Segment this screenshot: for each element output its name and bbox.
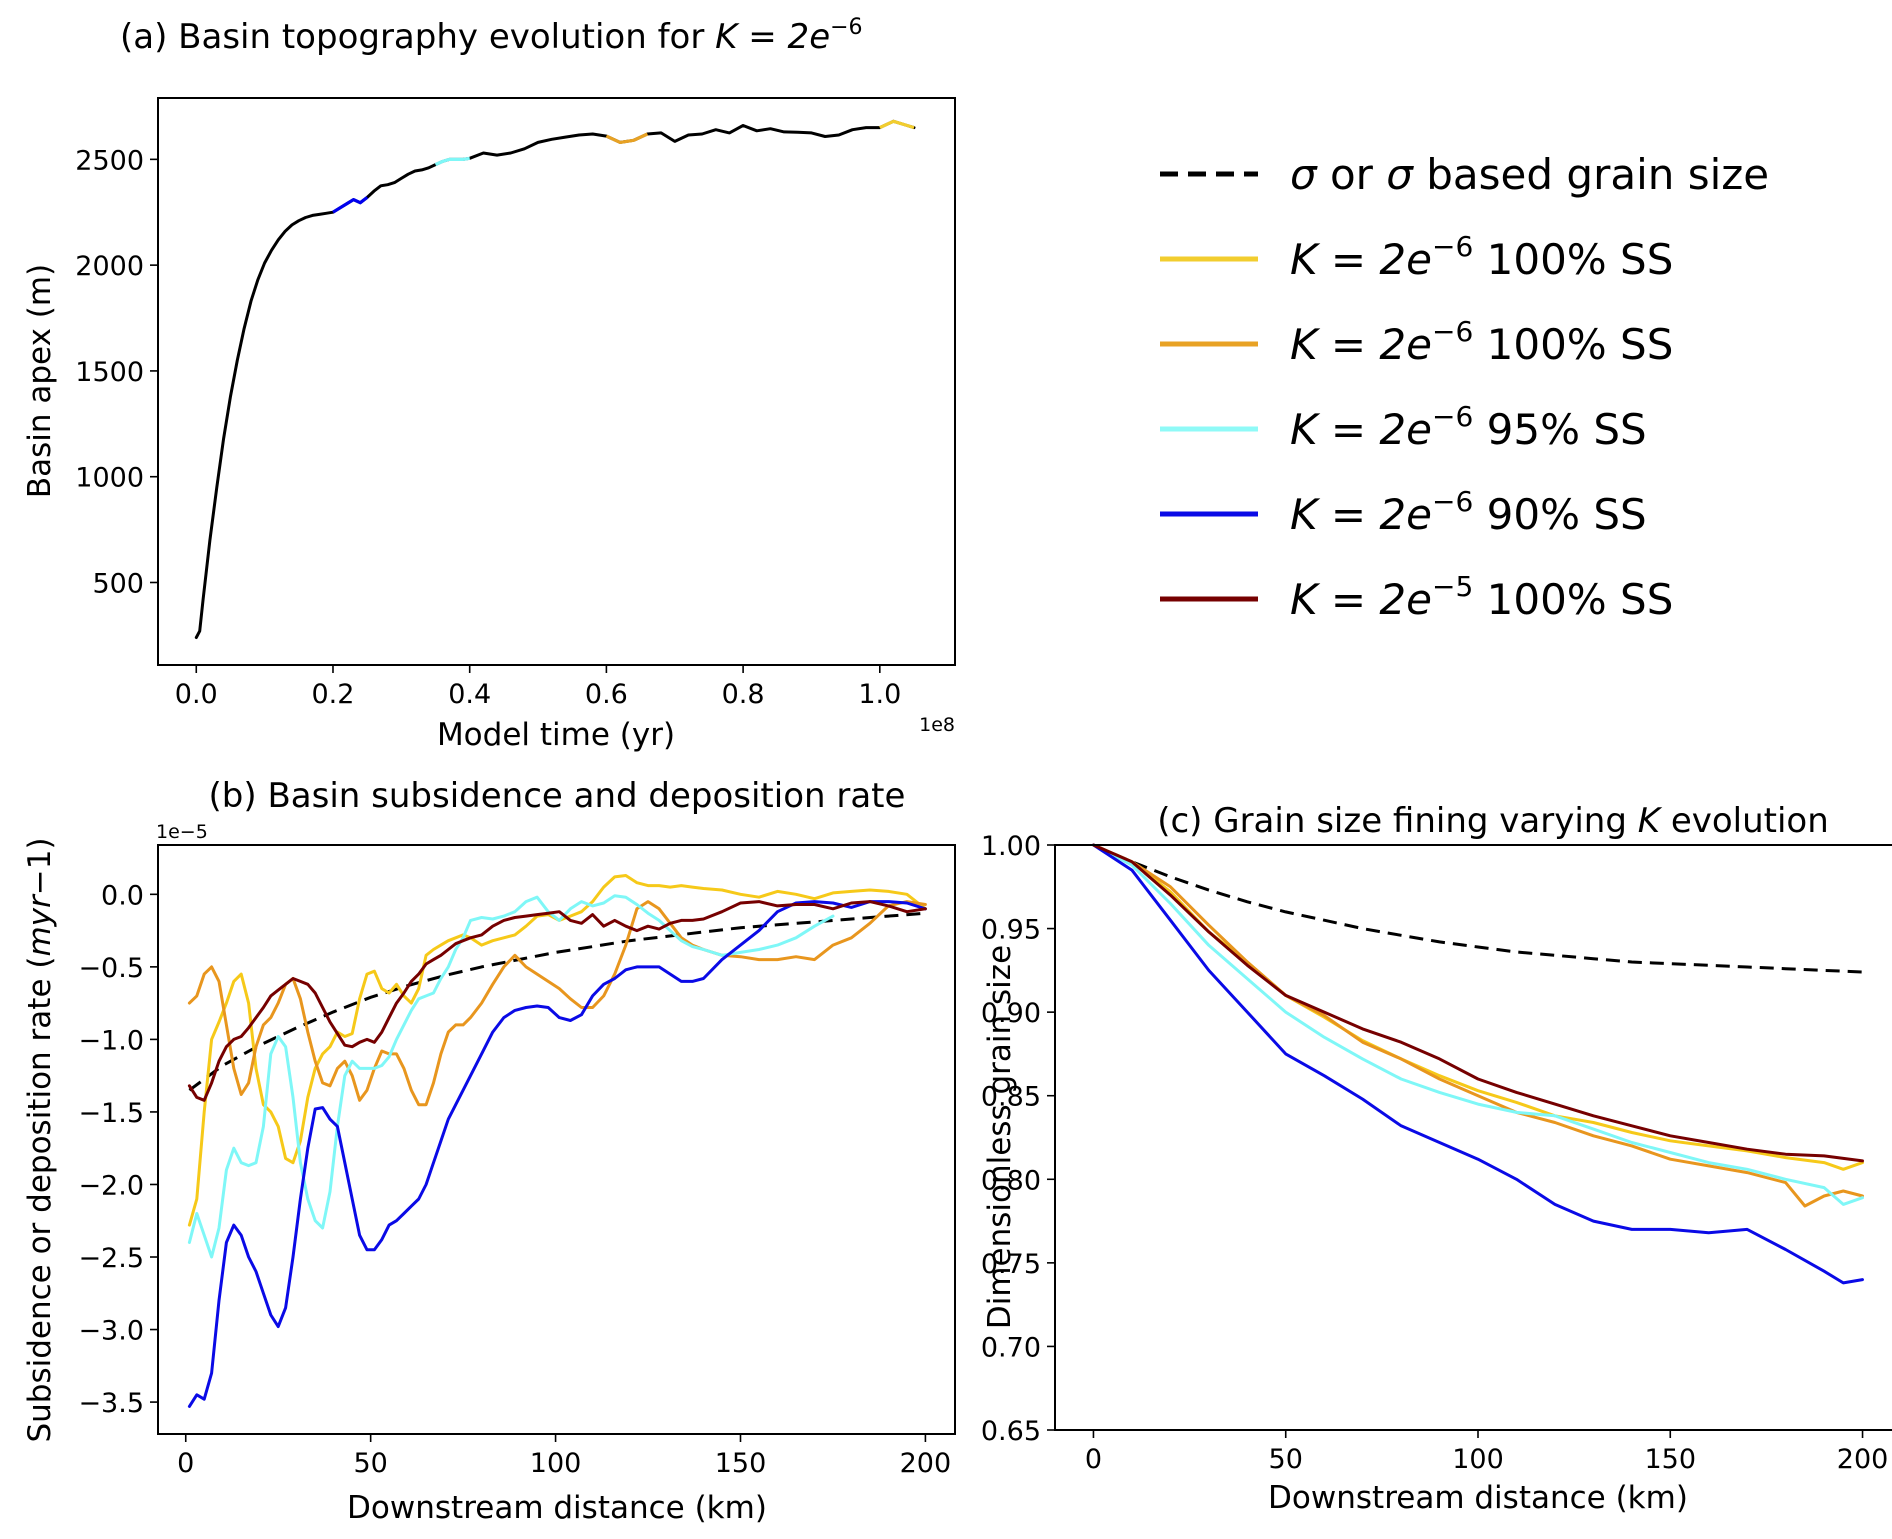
panel-b-frame	[157, 844, 956, 1435]
y-tick-label: 0.85	[981, 1082, 1041, 1113]
y-tick-label: 1000	[75, 463, 144, 494]
x-tick-label: 200	[1837, 1444, 1889, 1475]
series-c-0	[1092, 843, 1863, 974]
series-b-5	[187, 900, 927, 1102]
x-tick-label: 0	[1085, 1444, 1102, 1475]
legend-item-4: K = 2e−6 90% SS	[1160, 485, 1647, 539]
y-tick-label: 2500	[75, 145, 144, 176]
legend-item-5: K = 2e−5 100% SS	[1160, 570, 1673, 624]
x-tick-label: 0	[177, 1448, 194, 1479]
series-b-0	[188, 911, 926, 1092]
legend-label: K = 2e−6 100% SS	[1290, 315, 1673, 369]
legend-item-3: K = 2e−6 95% SS	[1160, 400, 1647, 454]
y-tick-label: −1.5	[78, 1098, 144, 1129]
y-tick-label: 0.90	[981, 998, 1041, 1029]
highlight-segment-0	[332, 196, 369, 214]
panel-c-title: (c) Grain size fining varying K evolutio…	[1157, 801, 1829, 841]
x-tick-label: 50	[353, 1448, 387, 1479]
x-tick-label: 50	[1269, 1444, 1303, 1475]
y-tick-label: 0.70	[981, 1332, 1041, 1363]
legend: σ or σ based grain size K = 2e−6 100% SS K…	[1160, 150, 1769, 624]
panel-b-ylabel: Subsidence or deposition rate (myr−1)	[22, 837, 58, 1442]
legend-item-1: K = 2e−6 100% SS	[1160, 230, 1673, 284]
legend-label: K = 2e−6 95% SS	[1290, 400, 1647, 454]
panel-a-xlabel: Model time (yr)	[437, 717, 675, 753]
x-tick-label: 0.0	[175, 679, 218, 710]
y-tick-label: 2000	[75, 251, 144, 282]
y-tick-label: 0.0	[101, 880, 144, 911]
panel-c-grain-size: (c) Grain size fining varying K evolutio…	[981, 801, 1892, 1516]
y-tick-label: 0.65	[981, 1416, 1041, 1447]
legend-label: K = 2e−6 100% SS	[1290, 230, 1673, 284]
y-tick-label: 500	[92, 568, 144, 599]
x-tick-label: 0.4	[448, 679, 491, 710]
x-tick-label: 100	[530, 1448, 582, 1479]
series-c-4	[1092, 843, 1864, 1285]
y-tick-label: −1.0	[78, 1025, 144, 1056]
series-c-3	[1092, 843, 1864, 1206]
series-c-1	[1092, 843, 1864, 1171]
y-tick-label: 1.00	[981, 831, 1041, 862]
panel-c-ylabel: Dimensionless grain size	[982, 945, 1018, 1329]
highlight-segment-3	[879, 119, 915, 130]
panel-b-y-offset: 1e−5	[156, 821, 208, 843]
panel-b-title: (b) Basin subsidence and deposition rate	[209, 776, 906, 816]
panel-b-xlabel: Downstream distance (km)	[347, 1490, 767, 1526]
legend-label: σ or σ based grain size	[1290, 150, 1769, 199]
panel-a-topography: (a) Basin topography evolution for K = 2…	[22, 15, 956, 753]
x-tick-label: 150	[1644, 1444, 1696, 1475]
y-tick-label: 0.75	[981, 1249, 1041, 1280]
x-tick-label: 1.0	[858, 679, 901, 710]
x-tick-label: 0.6	[585, 679, 628, 710]
legend-label: K = 2e−6 90% SS	[1290, 485, 1647, 539]
y-tick-label: 1500	[75, 357, 144, 388]
series-b-4	[187, 900, 927, 1408]
series-b-3	[187, 894, 835, 1259]
y-tick-label: −0.5	[78, 953, 144, 984]
panel-c-xlabel: Downstream distance (km)	[1268, 1480, 1688, 1516]
x-tick-label: 0.2	[312, 679, 355, 710]
panel-a-ylabel: Basin apex (m)	[22, 264, 58, 498]
x-tick-label: 0.8	[722, 679, 765, 710]
series-b-1	[187, 874, 927, 1227]
panel-b-subsidence: (b) Basin subsidence and deposition rate…	[22, 776, 956, 1526]
legend-label: K = 2e−5 100% SS	[1290, 570, 1673, 624]
legend-item-2: K = 2e−6 100% SS	[1160, 315, 1673, 369]
x-tick-label: 200	[900, 1448, 952, 1479]
panel-a-title: (a) Basin topography evolution for K = 2…	[120, 15, 863, 57]
legend-item-0: σ or σ based grain size	[1160, 150, 1769, 199]
y-tick-label: −3.5	[78, 1388, 144, 1419]
x-tick-label: 100	[1452, 1444, 1504, 1475]
y-tick-label: −3.0	[78, 1316, 144, 1347]
x-tick-label: 150	[715, 1448, 767, 1479]
y-tick-label: −2.5	[78, 1243, 144, 1274]
panel-a-x-offset: 1e8	[919, 714, 955, 736]
y-tick-label: −2.0	[78, 1170, 144, 1201]
series-c-5	[1092, 843, 1864, 1163]
y-tick-label: 0.80	[981, 1165, 1041, 1196]
y-tick-label: 0.95	[981, 915, 1041, 946]
highlight-segment-2	[605, 132, 649, 144]
highlight-segment-1	[434, 156, 470, 167]
series-a-0	[194, 119, 916, 639]
series-b-2	[187, 900, 927, 1107]
panel-a-frame	[157, 97, 956, 666]
